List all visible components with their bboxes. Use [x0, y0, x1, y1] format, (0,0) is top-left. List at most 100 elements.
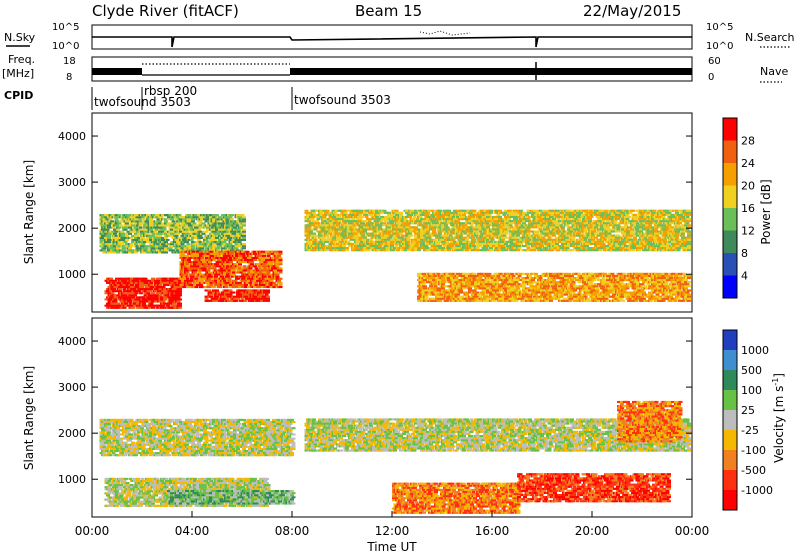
heatmap-cell	[225, 220, 230, 223]
heatmap-cell	[516, 249, 520, 252]
heatmap-cell	[238, 265, 242, 268]
heatmap-cell	[145, 306, 149, 309]
heatmap-cell	[216, 243, 221, 246]
heatmap-cell	[174, 247, 179, 250]
heatmap-cell	[146, 238, 150, 242]
heatmap-cell	[406, 236, 411, 239]
heatmap-cell	[396, 234, 400, 237]
heatmap-cell	[278, 261, 283, 264]
heatmap-cell	[102, 218, 107, 221]
heatmap-cell	[212, 234, 216, 237]
heatmap-cell	[228, 222, 233, 225]
heatmap-cell	[433, 238, 438, 241]
heatmap-cell	[152, 232, 156, 235]
heatmap-cell	[278, 259, 283, 262]
station-title: Clyde River (fitACF)	[92, 2, 239, 20]
heatmap-cell	[135, 238, 140, 242]
heatmap-cell	[225, 218, 230, 221]
heatmap-cell	[462, 213, 466, 216]
heatmap-cell	[126, 230, 131, 233]
heatmap-cell	[274, 271, 278, 274]
heatmap-cell	[154, 290, 158, 293]
heatmap-cell	[182, 285, 187, 289]
heatmap-cell	[134, 232, 138, 235]
heatmap-cell	[141, 216, 146, 219]
heatmap-cell	[519, 209, 523, 212]
heatmap-cell	[459, 234, 463, 237]
heatmap-cell	[155, 247, 159, 250]
heatmap-cell	[532, 236, 537, 239]
heatmap-cell	[174, 234, 179, 237]
heatmap-cell	[168, 249, 173, 252]
heatmap-cell	[189, 228, 194, 231]
heatmap-cell	[498, 209, 502, 212]
heatmap-cell	[181, 277, 185, 280]
heatmap-cell	[146, 241, 150, 244]
heatmap-cell	[433, 232, 438, 235]
heatmap-cell	[274, 283, 278, 286]
heatmap-cell	[118, 288, 122, 291]
heatmap-cell	[262, 252, 266, 255]
heatmap-cell	[369, 238, 373, 241]
heatmap-cell	[514, 218, 519, 221]
heatmap-cell	[238, 263, 242, 266]
heatmap-cell	[394, 244, 399, 248]
heatmap-cell	[378, 226, 382, 229]
heatmap-cell	[155, 226, 159, 229]
heatmap-cell	[230, 230, 234, 233]
heatmap-cell	[173, 241, 177, 244]
heatmap-cell	[135, 245, 140, 248]
heatmap-cell	[408, 232, 412, 235]
heatmap-cell	[149, 218, 153, 221]
heatmap-cell	[456, 220, 460, 223]
heatmap-cell	[176, 296, 181, 299]
heatmap-cell	[191, 218, 195, 221]
heatmap-cell	[135, 216, 140, 219]
heatmap-cell	[113, 232, 117, 235]
heatmap-cell	[113, 251, 117, 254]
heatmap-cell	[203, 245, 207, 248]
heatmap-cell	[225, 216, 230, 219]
heatmap-cell	[498, 215, 502, 219]
heatmap-cell	[197, 238, 201, 242]
heatmap-cell	[123, 241, 128, 244]
heatmap-cell	[436, 242, 441, 245]
heatmap-cell	[173, 298, 178, 301]
heatmap-cell	[173, 288, 178, 291]
heatmap-cell	[208, 261, 212, 264]
heatmap-cell	[136, 296, 140, 299]
nsky-tick-bottom: 10^0	[52, 41, 79, 52]
heatmap-cell	[188, 220, 192, 223]
heatmap-cell	[204, 238, 209, 242]
heatmap-cell	[140, 306, 145, 309]
heatmap-cell	[421, 242, 426, 245]
heatmap-cell	[445, 226, 450, 229]
heatmap-cell	[171, 220, 176, 223]
heatmap-cell	[355, 234, 360, 237]
heatmap-cell	[162, 228, 167, 231]
heatmap-cell	[358, 213, 363, 216]
heatmap-cell	[130, 277, 134, 280]
heatmap-cell	[224, 285, 229, 289]
heatmap-cell	[170, 243, 174, 246]
heatmap-cell	[469, 230, 474, 233]
heatmap-cell	[209, 283, 214, 286]
heatmap-cell	[154, 298, 158, 301]
heatmap-cell	[138, 220, 143, 223]
heatmap-cell	[182, 238, 186, 242]
heatmap-cell	[125, 224, 129, 227]
heatmap-cell	[195, 241, 200, 244]
heatmap-cell	[193, 271, 197, 274]
heatmap-cell	[181, 273, 185, 276]
heatmap-cell	[471, 215, 475, 219]
heatmap-cell	[136, 298, 140, 301]
heatmap-cell	[490, 238, 495, 241]
heatmap-cell	[472, 244, 477, 248]
heatmap-cell	[337, 220, 342, 223]
heatmap-cell	[447, 209, 451, 212]
heatmap-cell	[161, 236, 165, 239]
heatmap-cell	[504, 236, 508, 239]
cpid-segment-label: rbsp 200	[144, 84, 197, 98]
heatmap-cell	[149, 294, 154, 297]
heatmap-cell	[178, 292, 182, 295]
